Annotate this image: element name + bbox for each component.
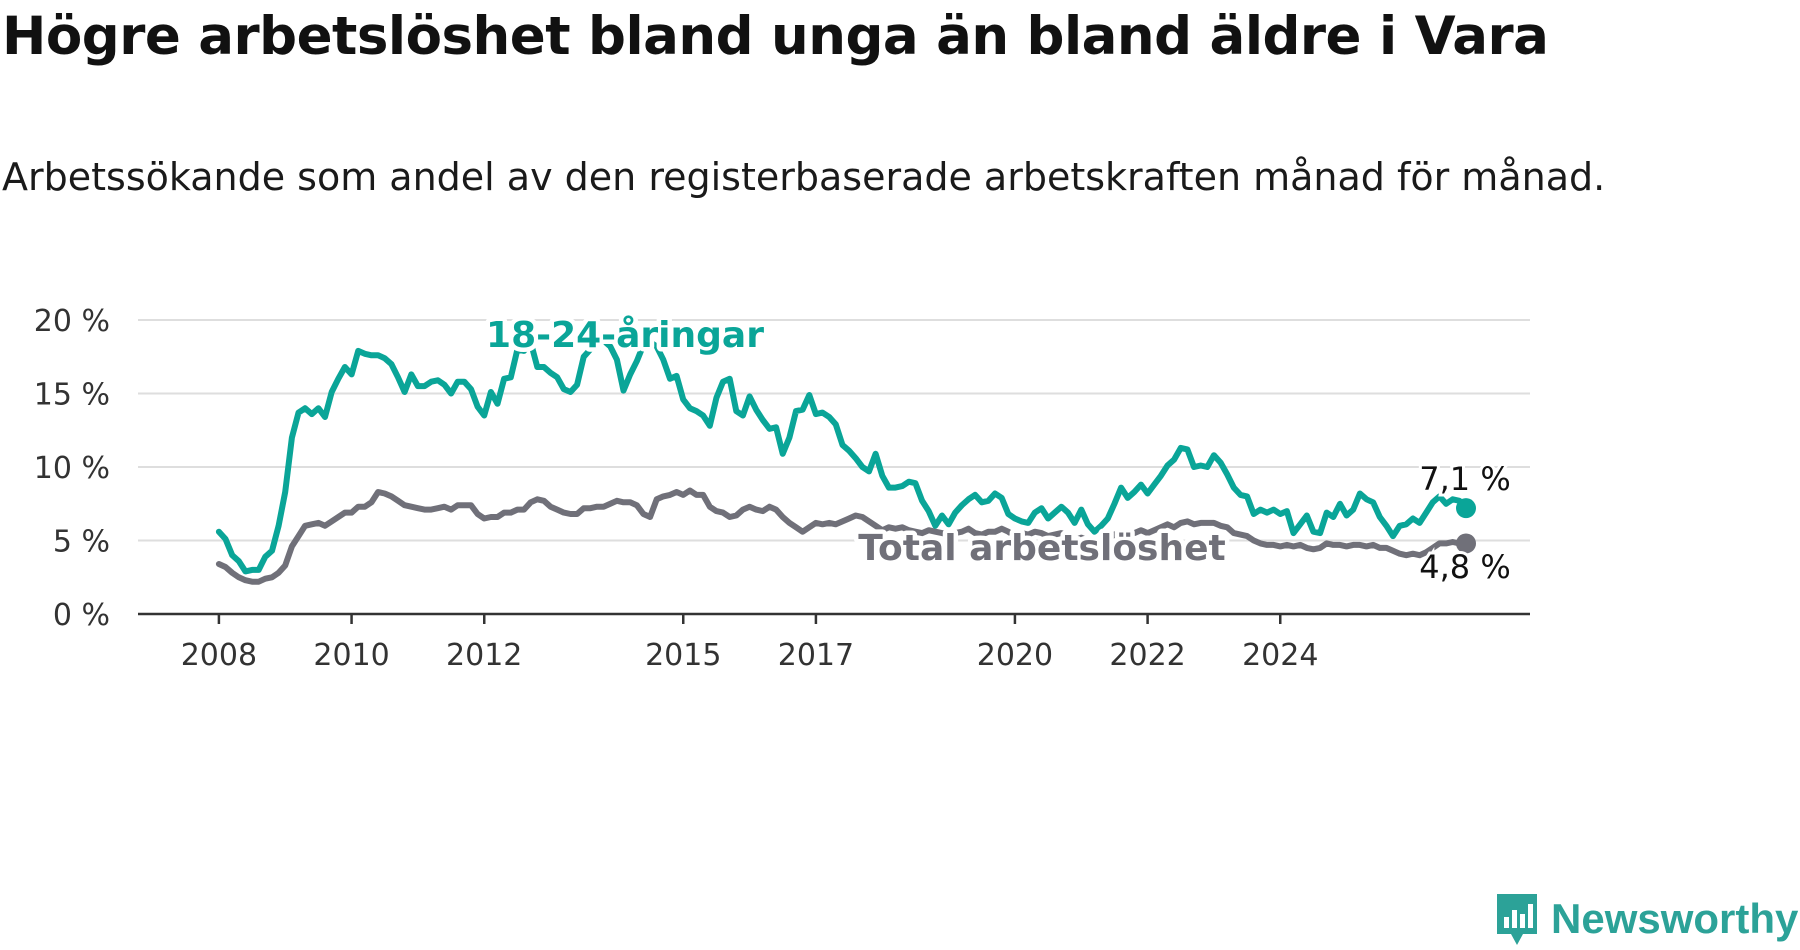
series-line-total	[215, 487, 1469, 585]
y-tick-label: 10 %	[34, 451, 110, 486]
series-label-young: 18-24-åringar	[486, 315, 764, 356]
end-value-label-total: 4,8 %	[1419, 548, 1510, 586]
series-label-total: Total arbetslöshet	[858, 528, 1226, 569]
x-tick-label: 2022	[1109, 638, 1185, 673]
y-tick-label: 15 %	[34, 378, 110, 413]
x-tick-label: 2010	[313, 638, 389, 673]
x-tick-label: 2008	[181, 638, 257, 673]
series-line-young	[215, 337, 1469, 575]
series-end-point	[1456, 498, 1476, 519]
end-value-label-young: 7,1 %	[1419, 460, 1510, 498]
x-tick-label: 2015	[645, 638, 721, 673]
x-tick-label: 2012	[446, 638, 522, 673]
brand-name: Newsworthy	[1551, 895, 1799, 942]
y-tick-label: 5 %	[53, 525, 110, 560]
x-tick-label: 2024	[1242, 638, 1318, 673]
x-tick-label: 2017	[778, 638, 854, 673]
y-tick-label: 20 %	[34, 304, 110, 339]
chart-title: Högre arbetslöshet bland unga än bland ä…	[2, 6, 1549, 67]
series-end-point	[1456, 533, 1476, 554]
chart-bubble-icon	[1497, 894, 1537, 945]
brand-logo: Newsworthy	[1493, 888, 1798, 950]
y-tick-label: 0 %	[53, 598, 110, 633]
x-tick-label: 2020	[977, 638, 1053, 673]
chart-subtitle: Arbetssökande som andel av den registerb…	[2, 155, 1606, 199]
